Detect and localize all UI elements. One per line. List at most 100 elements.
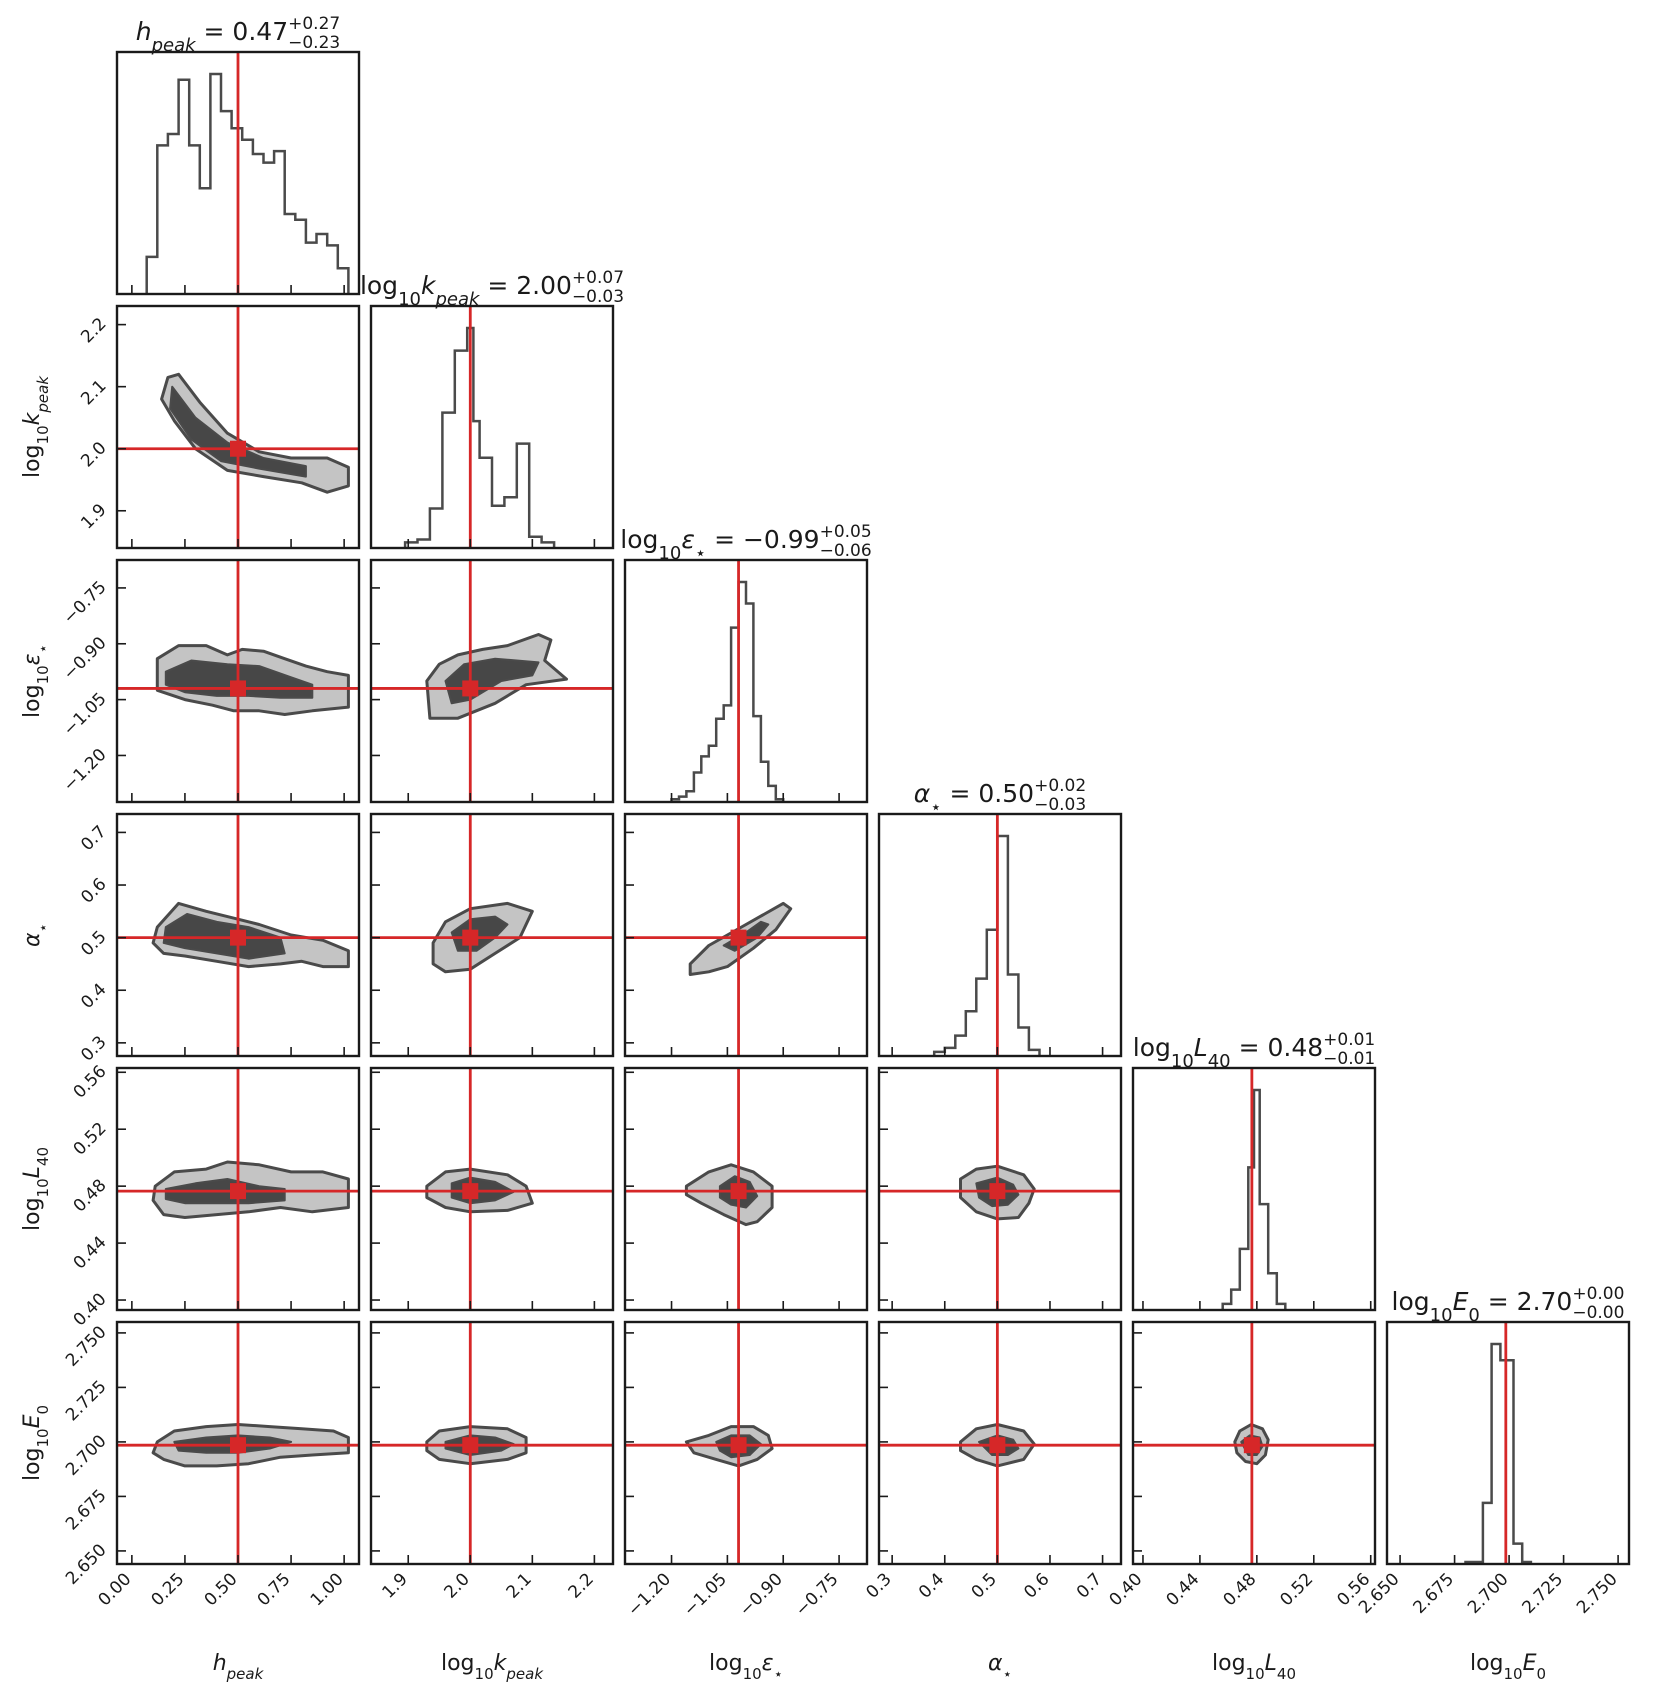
histogram-log10_eps_star <box>670 580 785 802</box>
xtick-label: 1.9 <box>378 1569 411 1602</box>
ytick-label: 2.650 <box>62 1540 111 1589</box>
panel-frame-4-3 <box>877 1066 1123 1312</box>
title-minus-log10_k_peak: −0.03 <box>572 287 624 307</box>
panel-frame-3-2 <box>623 812 869 1058</box>
xlabel-log10_L40: log10L40 <box>1212 1651 1296 1682</box>
histogram-h_peak <box>145 72 350 294</box>
panel-log10_E0-vs-h_peak: 2.650 2.675 2.700 2.725 2.750 log10E0 0.00 0.25… <box>20 1320 361 1683</box>
xtick-label: −1.05 <box>680 1569 731 1620</box>
ylabel-alpha_star: α⋆ <box>20 923 52 947</box>
title-log10_L40: log10L40 = 0.48+0.01 <box>1133 1030 1376 1072</box>
xtick-label: −0.75 <box>792 1569 843 1620</box>
xtick-label: 0.75 <box>254 1569 295 1610</box>
panel-log10_L40-vs-alpha_star <box>877 1066 1123 1312</box>
xtick-label: 0.6 <box>1020 1569 1053 1602</box>
ytick-label: −0.75 <box>60 577 111 628</box>
ylabel-log10_k_peak: log10kpeak <box>20 375 52 478</box>
panel-frame-5-2 <box>623 1320 869 1566</box>
xtick-label: 2.2 <box>565 1569 598 1602</box>
panel-log10_E0-vs-alpha_star: 0.3 0.4 0.5 0.6 0.7 α⋆ <box>862 1320 1123 1683</box>
xlabel-log10_E0: log10E0 <box>1470 1651 1546 1682</box>
ytick-label: −1.20 <box>60 745 111 796</box>
ytick-label: 0.5 <box>77 927 110 960</box>
xtick-label: −1.20 <box>624 1569 675 1620</box>
ytick-label: 2.750 <box>62 1322 111 1371</box>
ytick-label: 2.675 <box>62 1486 111 1535</box>
panel-alpha_star-vs-h_peak: 0.3 0.4 0.5 0.6 0.7 α⋆ <box>20 812 361 1066</box>
truth-marker-3-2 <box>730 929 747 946</box>
xtick-label: 1.00 <box>307 1569 348 1610</box>
xlabel-log10_eps_star: log10ε⋆ <box>709 1651 783 1682</box>
contour-outer-1-0 <box>160 372 350 494</box>
histogram-log10_L40 <box>1221 1088 1287 1310</box>
histogram-log10_E0 <box>1464 1342 1533 1564</box>
title-minus-h_peak: −0.23 <box>288 33 340 53</box>
truth-marker-5-2 <box>730 1437 747 1454</box>
ytick-label: −0.90 <box>60 633 111 684</box>
panel-frame-5-1 <box>369 1320 615 1566</box>
title-minus-log10_L40: −0.01 <box>1323 1049 1375 1069</box>
panel-log10_L40-vs-log10_L40: −0.01 <box>1131 1049 1377 1312</box>
xtick-label: 0.25 <box>148 1569 189 1610</box>
ytick-label: 2.725 <box>62 1377 111 1426</box>
title-log10_k_peak: log10kpeak = 2.00+0.07 <box>360 268 624 310</box>
xtick-label: 2.725 <box>1519 1569 1568 1618</box>
xtick-label: −0.90 <box>736 1569 787 1620</box>
xtick-label: 2.0 <box>441 1569 474 1602</box>
panel-h_peak-vs-h_peak: −0.23 <box>115 33 361 296</box>
panel-frame-5-3 <box>877 1320 1123 1566</box>
ytick-label: 2.700 <box>62 1431 111 1480</box>
ytick-label: 0.6 <box>77 874 110 907</box>
xtick-label: 0.50 <box>201 1569 242 1610</box>
ytick-label: 0.56 <box>70 1062 111 1103</box>
histogram-log10_k_peak <box>403 326 556 548</box>
truth-marker-2-0 <box>230 680 246 697</box>
panel-frame-5-4 <box>1131 1320 1377 1566</box>
xtick-label: 0.48 <box>1219 1569 1260 1610</box>
panel-frame-4-1 <box>369 1066 615 1312</box>
truth-marker-4-3 <box>989 1183 1006 1200</box>
panel-frame-3-3 <box>877 812 1123 1058</box>
panel-log10_k_peak-vs-h_peak: 1.9 2.0 2.1 2.2 log10kpeak <box>20 304 361 550</box>
ytick-label: −1.05 <box>60 689 111 740</box>
xtick-label: 0.40 <box>1106 1569 1147 1610</box>
panel-alpha_star-vs-log10_eps_star <box>623 812 869 1058</box>
xlabel-alpha_star: α⋆ <box>988 1651 1012 1682</box>
ytick-label: 1.9 <box>77 500 110 533</box>
ytick-label: 0.52 <box>70 1119 111 1160</box>
title-minus-alpha_star: −0.03 <box>1034 795 1086 815</box>
panel-frame-3-1 <box>369 812 615 1058</box>
panel-log10_eps_star-vs-log10_k_peak <box>369 558 615 804</box>
xtick-label: 0.3 <box>862 1569 895 1602</box>
title-h_peak: hpeak = 0.47+0.27 <box>136 14 340 56</box>
ytick-label: 0.48 <box>70 1176 111 1217</box>
truth-marker-5-1 <box>462 1437 479 1454</box>
panel-alpha_star-vs-alpha_star: −0.03 <box>877 795 1123 1058</box>
xtick-label: 0.5 <box>968 1569 1001 1602</box>
truth-marker-5-0 <box>230 1437 246 1454</box>
ytick-label: 0.40 <box>70 1289 111 1330</box>
ytick-label: 0.4 <box>77 980 110 1013</box>
xtick-label: 0.00 <box>94 1569 135 1610</box>
title-log10_eps_star: log10ε⋆ = −0.99+0.05 <box>620 522 871 564</box>
xtick-label: 2.700 <box>1464 1569 1513 1618</box>
title-minus-log10_eps_star: −0.06 <box>820 541 872 561</box>
histogram-alpha_star <box>932 834 1041 1056</box>
xtick-label: 0.7 <box>1073 1569 1106 1602</box>
ytick-label: 2.0 <box>77 438 110 471</box>
ytick-label: 2.2 <box>77 314 110 347</box>
panel-frame-2-1 <box>369 558 615 804</box>
title-alpha_star: α⋆ = 0.50+0.02 <box>914 776 1086 818</box>
title-log10_E0: log10E0 = 2.70+0.00 <box>1392 1284 1625 1326</box>
truth-marker-3-0 <box>230 929 246 946</box>
ytick-label: 0.3 <box>77 1032 110 1065</box>
panel-frame-1-1 <box>369 304 615 550</box>
panel-frame-4-4 <box>1131 1066 1377 1312</box>
truth-marker-4-1 <box>462 1183 479 1200</box>
ytick-label: 0.7 <box>77 822 110 855</box>
xtick-label: 0.44 <box>1163 1569 1204 1610</box>
xlabel-h_peak: hpeak <box>213 1651 265 1682</box>
